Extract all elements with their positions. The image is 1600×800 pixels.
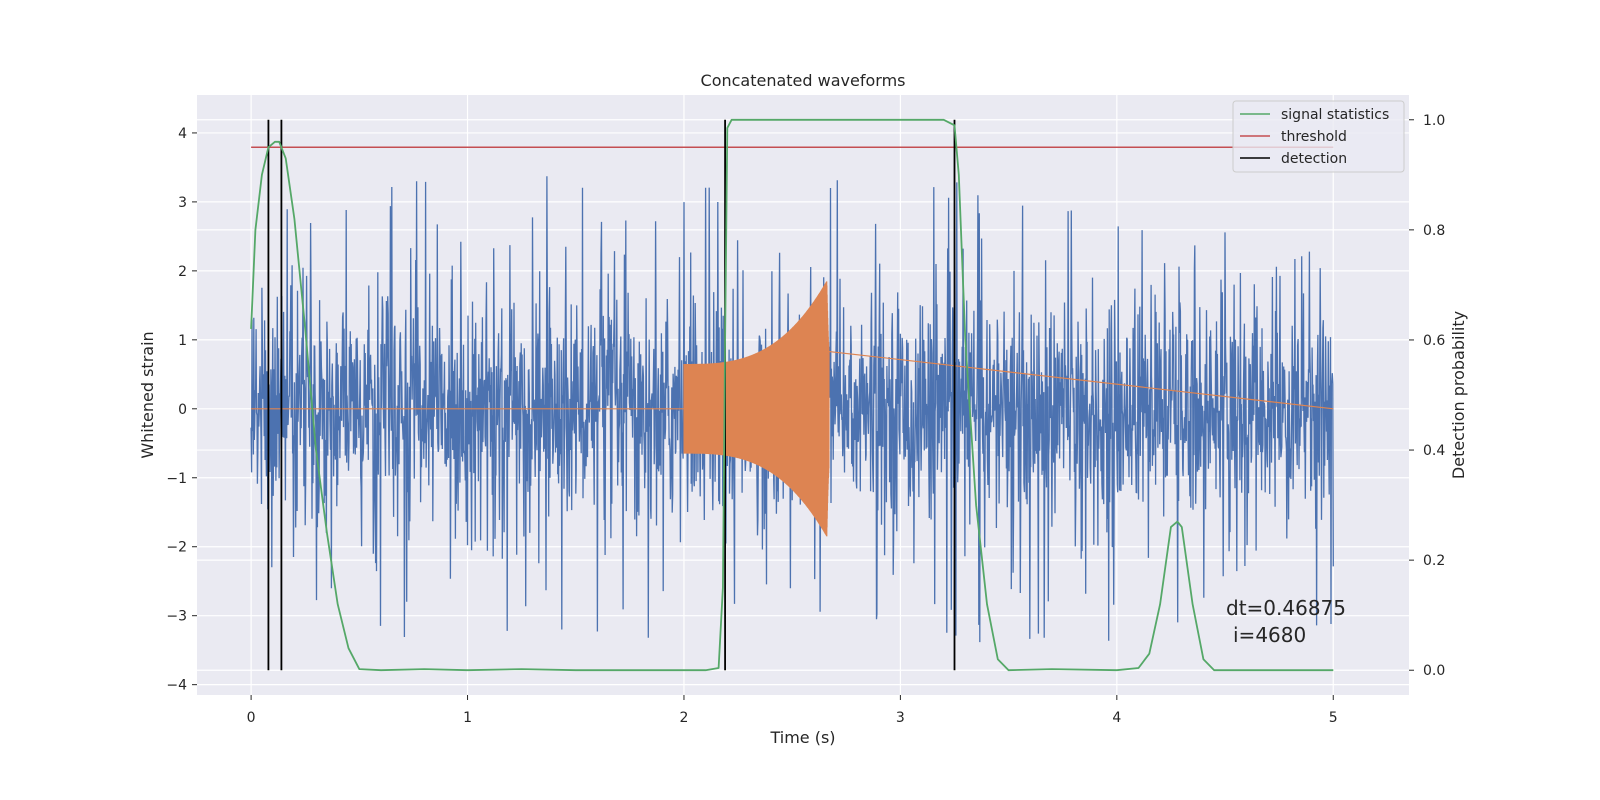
x-tick-label: 4 (1112, 710, 1121, 726)
y2-tick-label: 0.4 (1423, 443, 1445, 459)
x-tick-label: 2 (680, 710, 689, 726)
y2-tick-label: 0.6 (1423, 333, 1445, 349)
annotation-dt: dt=0.46875 (1226, 596, 1346, 620)
y-tick-label: 3 (178, 195, 187, 211)
y2-axis-label: Detection probability (1449, 311, 1468, 479)
y2-tick-label: 0.2 (1423, 553, 1445, 569)
x-tick-label: 0 (247, 710, 256, 726)
y-tick-label: −4 (166, 678, 187, 694)
statistic-series (250, 118, 1334, 672)
y-tick-label: −2 (166, 540, 187, 556)
y-tick-label: 0 (178, 402, 187, 418)
injection-series (251, 281, 1334, 537)
y-tick-label: 4 (178, 126, 187, 142)
x-tick-label: 3 (896, 710, 905, 726)
strain-line (250, 176, 1334, 643)
y2-tick-label: 0.8 (1423, 223, 1445, 239)
y-tick-label: 2 (178, 264, 187, 280)
x-tick-label: 1 (463, 710, 472, 726)
strain-series (250, 176, 1334, 643)
injection-line (251, 281, 1334, 537)
y-tick-label: 1 (178, 333, 187, 349)
chart-title: Concatenated waveforms (701, 71, 906, 90)
y2-tick-label: 0.0 (1423, 663, 1445, 679)
y-tick-label: −3 (166, 609, 187, 625)
legend-box (1232, 100, 1405, 173)
axis-ticks: 0 1 2 3 4 5 −4 −3 −2 −1 0 1 2 3 4 0.0 0.2 0.4 0.6 0.8 1.0 (166, 113, 1445, 726)
legend-label-threshold: threshold (1281, 129, 1347, 145)
legend-label-statistic: signal statistics (1281, 107, 1389, 123)
statistic-line (250, 118, 1334, 672)
y2-tick-label: 1.0 (1423, 113, 1445, 129)
annotation-i: i=4680 (1233, 623, 1306, 647)
x-axis-label: Time (s) (769, 728, 835, 747)
x-tick-label: 5 (1329, 710, 1338, 726)
y-tick-label: −1 (166, 471, 187, 487)
legend: signal statistics threshold detection (1232, 100, 1405, 173)
legend-label-detection: detection (1281, 151, 1347, 167)
y-axis-label: Whitened strain (138, 331, 157, 458)
